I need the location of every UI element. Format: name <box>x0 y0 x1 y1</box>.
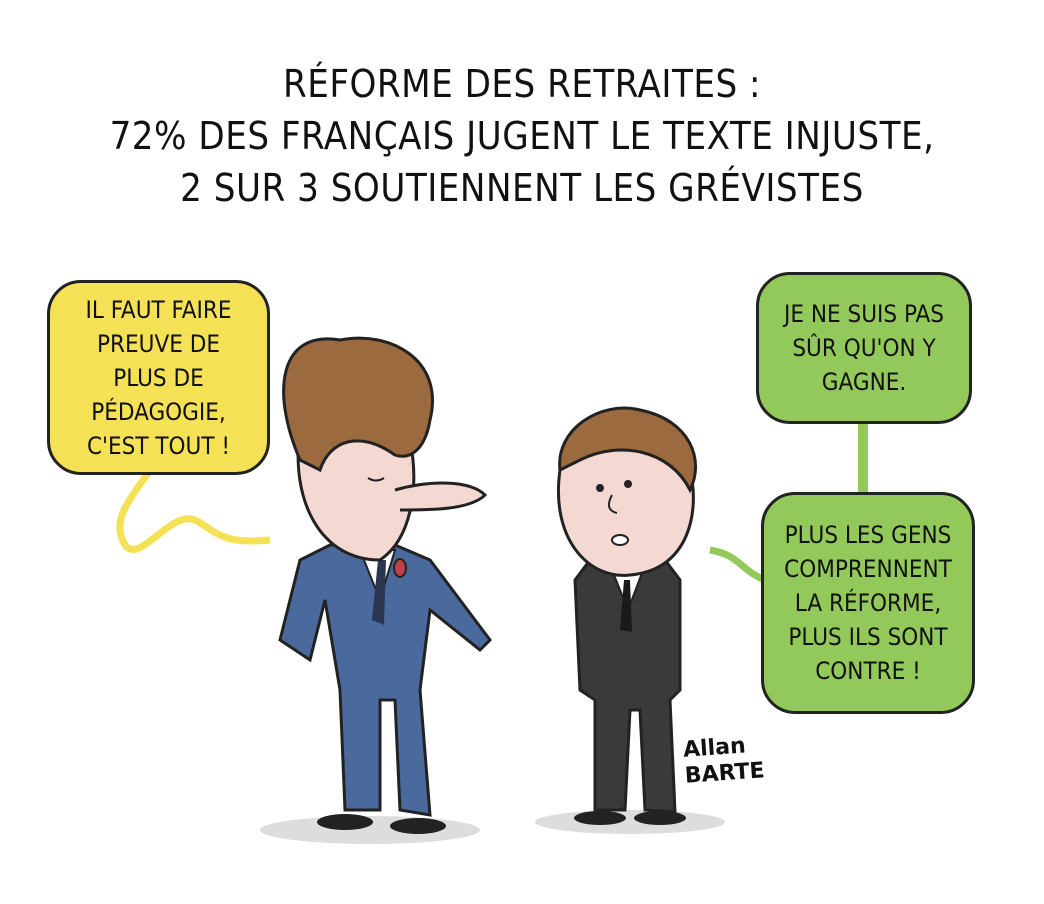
title-line-2: 72% des Français jugent le texte injuste… <box>109 114 935 158</box>
speech-bubble-right-top: Je ne suis pas sûr qu'on y gagne. <box>756 272 972 424</box>
left-bubble-tail <box>116 468 271 553</box>
right-shadow <box>535 810 725 834</box>
speech-text-right-bottom: Plus les gens comprennent la réforme, pl… <box>784 521 952 685</box>
title-line-1: Réforme des retraites : <box>282 62 762 106</box>
signature-line-2: BARTE <box>684 758 766 789</box>
character-right <box>557 406 698 825</box>
speech-bubble-left: Il faut faire preuve de plus de pédagogi… <box>47 280 270 475</box>
connector-tail <box>858 420 868 500</box>
speech-text-left: Il faut faire preuve de plus de pédagogi… <box>85 295 232 460</box>
right-bubble-tail <box>709 546 767 584</box>
cartoon-title: Réforme des retraites : 72% des Français… <box>0 58 1044 214</box>
artist-signature: Allan BARTE <box>682 732 765 789</box>
title-line-3: 2 sur 3 soutiennent les grévistes <box>180 166 864 210</box>
speech-bubble-right-bottom: Plus les gens comprennent la réforme, pl… <box>761 492 975 714</box>
character-left <box>278 336 492 834</box>
speech-text-right-top: Je ne suis pas sûr qu'on y gagne. <box>784 300 944 396</box>
